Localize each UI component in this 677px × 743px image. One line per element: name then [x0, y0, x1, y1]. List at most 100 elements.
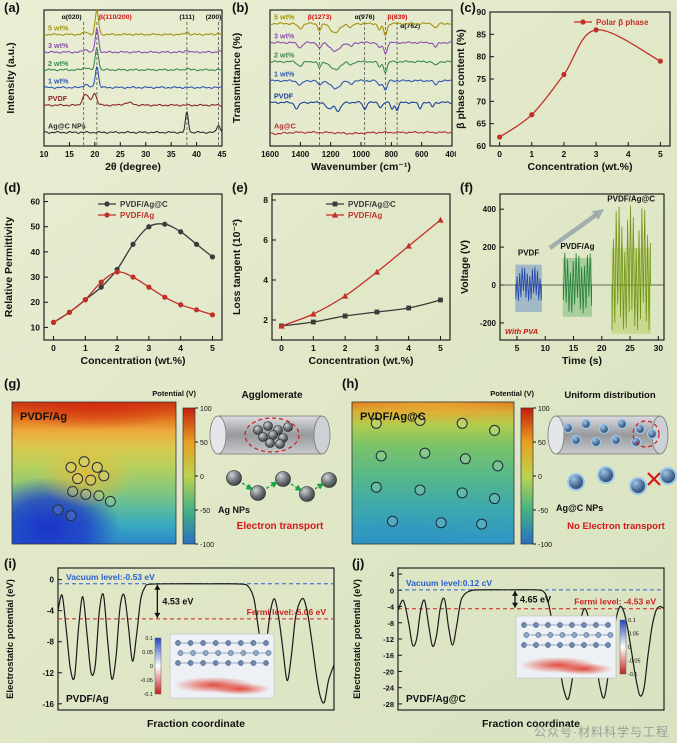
y-axis-label: Intensity (a.u.): [5, 42, 17, 113]
warm-blob: [37, 443, 134, 508]
x-tick-label: 1: [529, 149, 534, 159]
peak-label: β(1273): [308, 14, 332, 21]
material-label: PVDF/Ag@C: [406, 694, 466, 705]
panel-label-h: (h): [342, 376, 359, 391]
x-axis-label: Concentration (wt.%): [81, 355, 186, 367]
nanoparticle: [598, 423, 610, 435]
electrostatic-potential-chart-agc: 4 0 -4 -8 -12 -16 -20 -24 -28 Fraction coordinate…: [352, 567, 665, 730]
burst-label: PVDF/Ag: [560, 242, 594, 251]
xrd-chart: 10 15 20 25 30 35 40 45 2θ (degree) Intensity (a.…: [5, 8, 227, 173]
x-tick-label: 3: [375, 343, 380, 353]
marker: [497, 134, 503, 140]
nanoparticle: [580, 418, 592, 430]
y-axis-label: Transmittance (%): [231, 33, 243, 123]
colorbar: [520, 407, 534, 545]
spectrum-curve: [43, 8, 223, 36]
peak-label: α(762): [400, 23, 420, 30]
burst-label: PVDF/Ag@C: [607, 194, 655, 203]
marker: [104, 201, 110, 207]
marker: [437, 216, 444, 223]
np-circle: [104, 495, 116, 507]
y-tick-label: -16: [383, 651, 394, 660]
marker: [209, 312, 216, 318]
y-axis-label: Electrostatic potential (eV): [5, 579, 16, 699]
colorbar-tick-label: 0: [200, 474, 204, 481]
map-title: PVDF/Ag: [20, 411, 67, 423]
x-tick-label: 10: [40, 150, 49, 159]
electron-arrowhead: [316, 483, 325, 490]
x-tick-label: 1400: [291, 150, 309, 159]
nanoparticle: [275, 471, 291, 487]
x-axis-label: Concentration (wt.%): [528, 161, 633, 173]
marker: [310, 310, 317, 317]
potential-curve: [57, 583, 335, 704]
x-tick-label: 5: [438, 343, 443, 353]
colorbar-tick-label: 0: [538, 474, 542, 481]
nanoparticle: [275, 439, 285, 449]
atom: [263, 640, 269, 646]
nanoparticle: [268, 430, 278, 440]
spectrum-curve: [43, 110, 223, 134]
inset-colorbar: [154, 637, 162, 695]
spectrum-curve: [43, 27, 223, 54]
workfunction-label: 4.53 eV: [162, 596, 193, 606]
inset-colorbar-tick: -0.1: [628, 672, 637, 678]
np-circle: [370, 481, 382, 493]
electron-arrowhead: [294, 484, 303, 492]
y-tick-label: 200: [483, 243, 497, 252]
x-tick-label: 5: [515, 343, 520, 353]
transport-label: Electron transport: [237, 521, 324, 532]
colorbar-tick-label: 100: [200, 406, 212, 413]
colorbar: [182, 407, 196, 545]
y-tick-label: 2: [263, 315, 268, 325]
schematic-title: Agglomerate: [241, 390, 303, 401]
x-tick-label: 40: [192, 150, 201, 159]
workfunction-label: 4.65 eV: [520, 594, 551, 604]
legend-label: PVDF/Ag: [348, 211, 382, 220]
legend-label: PVDF/Ag@C: [348, 200, 396, 209]
np-circle: [456, 417, 468, 429]
y-tick-label: 85: [477, 29, 487, 39]
x-tick-label: 20: [90, 150, 99, 159]
spectrum-curve: [43, 92, 223, 107]
x-axis-label: Wavenumber (cm⁻¹): [311, 161, 411, 173]
x-tick-label: 30: [654, 343, 664, 353]
series-label: Ag@C: [274, 121, 296, 130]
particle-label: Ag@C NPs: [556, 503, 603, 513]
panel-a: (a) 10 15 20 25 30 35 40 45 2θ (degree) Intensity…: [0, 0, 228, 180]
x-tick-label: 30: [141, 150, 150, 159]
peak-label: β(110/200): [99, 14, 132, 21]
series-line: [281, 299, 441, 327]
np-circle: [72, 473, 84, 485]
nanoparticle: [659, 467, 677, 485]
nanoparticle: [258, 432, 268, 442]
np-circle: [65, 510, 77, 522]
y-tick-label: 65: [477, 119, 487, 129]
inset-colorbar: [619, 619, 627, 675]
inset-colorbar-tick: 0.1: [628, 618, 636, 624]
y-tick-label: -28: [383, 700, 394, 709]
burst-label: PVDF: [518, 248, 539, 257]
y-tick-label: -4: [387, 603, 394, 612]
marker: [130, 241, 136, 247]
series-label: 5 wt%: [274, 13, 295, 22]
panel-label-b: (b): [232, 0, 249, 15]
colorbar-tick-label: -50: [200, 508, 210, 515]
x-tick-label: 3: [147, 343, 152, 353]
x-tick-label: 1000: [352, 150, 370, 159]
nanoparticle: [590, 436, 602, 448]
series-label: 2 wt%: [48, 59, 69, 68]
nanoparticle: [253, 425, 263, 435]
np-circle: [78, 456, 90, 468]
y-tick-label: -20: [383, 667, 394, 676]
np-circle: [387, 515, 398, 527]
marker: [373, 268, 381, 275]
y-tick-label: 80: [477, 52, 487, 62]
marker: [438, 297, 443, 303]
warm-blob: [352, 402, 514, 418]
y-tick-label: 70: [477, 96, 487, 106]
x-axis-label: 2θ (degree): [105, 161, 161, 173]
x-tick-label: 15: [65, 150, 74, 159]
map-frame: [351, 401, 515, 545]
np-circle: [80, 488, 92, 500]
